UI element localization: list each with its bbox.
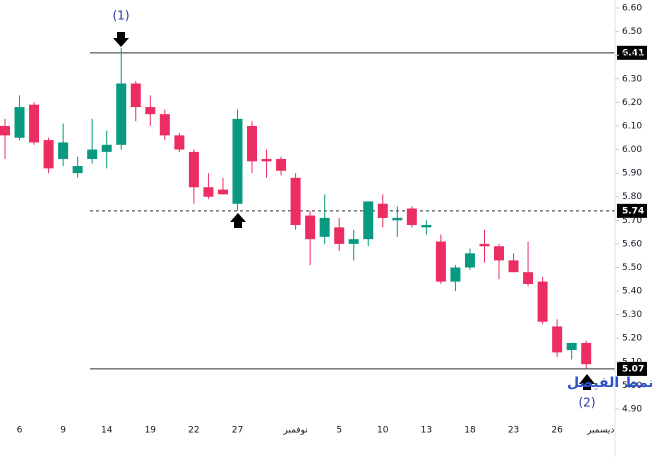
candle-body: [87, 149, 98, 159]
annotation-text: الوصول الى هدف نمط الفيصل: [567, 375, 652, 391]
candle-body: [464, 253, 475, 268]
axes: 6.60 6.50 6.40 6.30 6.20 6.10 6.00 5.90 5.80 5.70…: [17, 0, 642, 457]
candle-body: [217, 189, 228, 195]
y-tick-label: 6.00: [622, 145, 642, 155]
level-label-box: [617, 203, 647, 218]
x-tick-label: نوفمبر: [282, 426, 307, 436]
candle-body: [188, 151, 199, 188]
candle-body: [479, 243, 490, 247]
candle-body: [203, 187, 214, 197]
y-tick-label: 5.00: [622, 381, 642, 391]
y-tick-label: 5.20: [622, 334, 642, 344]
y-tick-label: 6.10: [622, 121, 642, 131]
candle-body: [552, 326, 563, 353]
candle-body: [348, 239, 359, 244]
candle-body: [537, 281, 548, 322]
x-tick-label: 26: [551, 426, 563, 436]
y-tick-label: 5.10: [622, 357, 642, 367]
x-tick-label: 19: [145, 426, 157, 436]
candle-body: [145, 107, 156, 115]
candle-body: [101, 144, 112, 152]
horizontal-lines: 6.41 5.74 5.07: [90, 45, 647, 376]
candle-body: [0, 125, 10, 136]
x-tick-label: 27: [232, 426, 243, 436]
y-tick-label: 5.80: [622, 192, 642, 202]
y-tick-label: 6.40: [622, 51, 642, 61]
candles: [0, 48, 592, 369]
y-tick-label: 5.40: [622, 287, 642, 297]
candle-body: [581, 342, 592, 365]
x-tick-label: 18: [464, 426, 476, 436]
candle-body: [159, 114, 170, 136]
y-tick-label: 5.60: [622, 239, 642, 249]
candle-body: [377, 203, 388, 218]
candle-body: [290, 177, 301, 226]
candle-body: [435, 241, 446, 282]
x-tick-label: 14: [101, 426, 113, 436]
candle-body: [421, 225, 432, 228]
candle-body: [508, 260, 519, 273]
y-tick-label: 4.90: [622, 405, 642, 415]
level-label-box: [617, 45, 647, 60]
y-tick-label: 6.20: [622, 98, 642, 108]
x-tick-label: 10: [377, 426, 389, 436]
arrow-up: [230, 213, 246, 228]
y-tick-label: 5.50: [622, 263, 642, 273]
annotation-2: (2): [579, 396, 596, 410]
candle-body: [406, 208, 417, 226]
x-tick-label: 23: [508, 426, 519, 436]
candle-body: [247, 125, 258, 162]
y-tick-label: 6.60: [622, 3, 642, 13]
candle-body: [319, 217, 330, 237]
y-tick-label: 6.30: [622, 74, 642, 84]
candle-body: [58, 142, 69, 159]
candle-body: [14, 107, 25, 138]
candle-body: [494, 246, 505, 261]
candle-body: [232, 118, 243, 204]
y-tick-label: 5.30: [622, 310, 642, 320]
candle-body: [43, 140, 54, 169]
arrow-up: [579, 374, 595, 390]
candle-body: [29, 104, 40, 143]
x-tick-label: ديسمبر: [586, 426, 614, 436]
y-tick-label: 5.70: [622, 216, 642, 226]
candle-body: [523, 272, 534, 284]
x-tick-label: 13: [421, 426, 432, 436]
arrow-down: [113, 32, 129, 47]
candle-body: [450, 267, 461, 282]
y-tick-label: 6.50: [622, 27, 642, 37]
candle-body: [174, 135, 185, 150]
annotation-1: (1): [113, 9, 130, 23]
candle-body: [566, 342, 577, 351]
level-label-box: [617, 361, 647, 376]
x-tick-label: 5: [336, 426, 342, 436]
candle-body: [261, 158, 272, 162]
candle-body: [392, 217, 403, 221]
level-label: 5.74: [622, 206, 644, 216]
candle-body: [130, 83, 141, 108]
candle-body: [363, 201, 374, 240]
level-label: 5.07: [622, 364, 644, 374]
candle-body: [305, 215, 316, 240]
level-label: 6.41: [622, 48, 644, 58]
x-tick-label: 9: [60, 426, 66, 436]
y-tick-label: 5.90: [622, 169, 642, 179]
candle-body: [72, 166, 83, 174]
candle-body: [116, 83, 127, 145]
x-tick-label: 6: [17, 426, 23, 436]
candle-body: [334, 227, 345, 244]
x-tick-label: 22: [188, 426, 199, 436]
candle-body: [276, 158, 287, 171]
